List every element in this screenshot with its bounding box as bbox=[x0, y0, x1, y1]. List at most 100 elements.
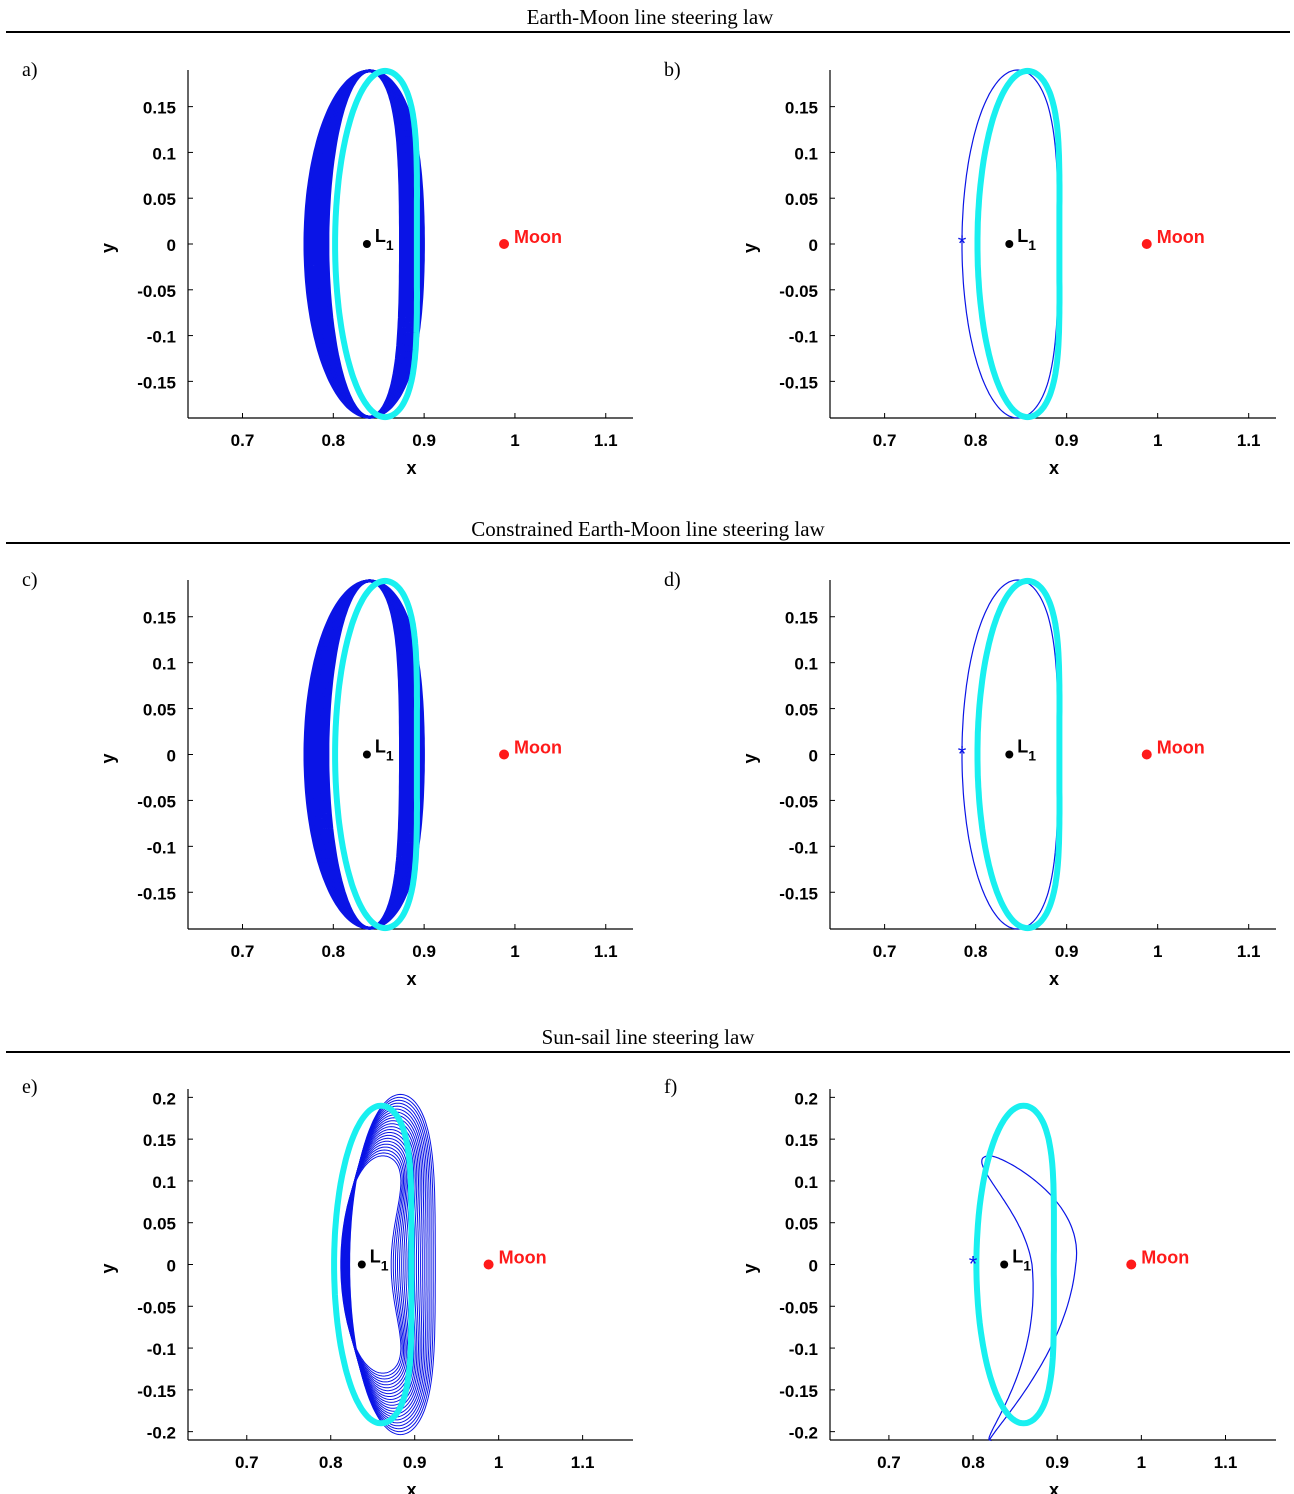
x-tick-label: 1 bbox=[494, 1453, 503, 1472]
moon-point-icon bbox=[499, 749, 510, 760]
panel-label: c) bbox=[22, 569, 38, 591]
y-tick-label: 0.15 bbox=[143, 99, 176, 118]
x-tick-label: 0.8 bbox=[321, 942, 345, 961]
y-tick-label: 0 bbox=[809, 747, 818, 766]
l1-label: L1 bbox=[375, 226, 394, 253]
l1-point-icon bbox=[362, 240, 371, 248]
moon-label: Moon bbox=[1157, 738, 1205, 758]
x-tick-label: 0.7 bbox=[231, 942, 255, 961]
x-axis-label: x bbox=[1049, 969, 1059, 989]
orbit-trajectory bbox=[961, 69, 1060, 419]
x-axis-label: x bbox=[1049, 1480, 1059, 1494]
x-tick-label: 0.7 bbox=[873, 431, 897, 450]
y-tick-label: 0.05 bbox=[143, 701, 176, 720]
x-tick-label: 1.1 bbox=[594, 942, 618, 961]
l1-label: L1 bbox=[370, 1247, 389, 1274]
moon-label: Moon bbox=[499, 1248, 547, 1268]
x-tick-label: 0.9 bbox=[1055, 942, 1079, 961]
l1-label: L1 bbox=[1017, 226, 1036, 253]
l1-subscript: 1 bbox=[1028, 237, 1036, 253]
moon-point-icon bbox=[483, 1259, 494, 1270]
x-axis-label: x bbox=[406, 1480, 416, 1494]
panel-label: b) bbox=[664, 59, 681, 81]
y-tick-label: 0.15 bbox=[143, 1131, 176, 1150]
y-tick-label: -0.05 bbox=[779, 1298, 818, 1317]
y-tick-label: -0.2 bbox=[147, 1424, 176, 1443]
y-tick-label: 0.05 bbox=[785, 1215, 818, 1234]
y-tick-label: -0.05 bbox=[779, 282, 818, 301]
y-tick-label: 0.05 bbox=[143, 190, 176, 209]
section-title-2: Constrained Earth-Moon line steering law bbox=[471, 517, 825, 541]
chart-panel-4: d) 0.15 0.1 0.05 0 -0.05 -0.1 -0.15 0.7 0.8 0.9 1 1.… bbox=[664, 569, 1276, 989]
y-tick-label: -0.15 bbox=[779, 884, 818, 903]
y-tick-label: -0.05 bbox=[137, 792, 176, 811]
x-tick-label: 0.7 bbox=[231, 431, 255, 450]
panel-label: a) bbox=[22, 59, 38, 81]
y-tick-label: -0.1 bbox=[789, 1340, 818, 1359]
y-tick-label: 0.15 bbox=[785, 1131, 818, 1150]
reference-orbit bbox=[332, 577, 420, 932]
y-tick-label: 0.15 bbox=[785, 609, 818, 628]
orbit-trajectory bbox=[303, 69, 425, 419]
moon-label: Moon bbox=[514, 738, 562, 758]
l1-subscript: 1 bbox=[386, 237, 394, 253]
x-tick-label: 0.7 bbox=[873, 942, 897, 961]
x-tick-label: 1.1 bbox=[594, 431, 618, 450]
section-title-3: Sun-sail line steering law bbox=[542, 1025, 756, 1049]
y-tick-label: 0.2 bbox=[794, 1089, 818, 1108]
y-tick-label: -0.05 bbox=[137, 282, 176, 301]
x-tick-label: 0.9 bbox=[1055, 431, 1079, 450]
y-tick-label: -0.15 bbox=[137, 373, 176, 392]
x-tick-label: 0.7 bbox=[235, 1453, 259, 1472]
l1-subscript: 1 bbox=[386, 748, 394, 764]
l1-point-icon bbox=[357, 1260, 366, 1269]
y-tick-label: 0 bbox=[167, 1257, 176, 1276]
y-tick-label: 0 bbox=[167, 747, 176, 766]
reference-orbit bbox=[973, 1102, 1057, 1427]
y-tick-label: -0.05 bbox=[779, 792, 818, 811]
l1-point-icon bbox=[1000, 1260, 1009, 1269]
moon-point-icon bbox=[1141, 239, 1152, 249]
x-tick-label: 1.1 bbox=[1237, 431, 1261, 450]
y-tick-label: -0.15 bbox=[779, 1382, 818, 1401]
x-tick-label: 1.1 bbox=[1214, 1453, 1238, 1472]
y-tick-label: 0.1 bbox=[152, 144, 176, 163]
x-tick-label: 0.9 bbox=[412, 942, 436, 961]
panel-label: f) bbox=[664, 1076, 677, 1098]
x-tick-label: 1 bbox=[1137, 1453, 1146, 1472]
x-axis-label: x bbox=[406, 969, 416, 989]
x-tick-label: 1 bbox=[510, 431, 519, 450]
y-tick-label: 0.05 bbox=[785, 190, 818, 209]
y-axis-label: y bbox=[98, 1263, 118, 1273]
x-tick-label: 1 bbox=[1153, 942, 1162, 961]
y-tick-label: -0.15 bbox=[779, 373, 818, 392]
chart-panel-6: f) 0.2 0.15 0.1 0.05 0 -0.05 -0.1 -0.15 -0.2 0.7 0.… bbox=[664, 1076, 1276, 1494]
l1-point-icon bbox=[362, 750, 371, 759]
y-tick-label: 0.05 bbox=[785, 701, 818, 720]
y-tick-label: -0.05 bbox=[137, 1298, 176, 1317]
l1-subscript: 1 bbox=[381, 1258, 389, 1274]
y-tick-label: -0.1 bbox=[789, 838, 818, 857]
y-axis-label: y bbox=[740, 1263, 760, 1273]
start-marker-icon: * bbox=[958, 742, 967, 767]
y-tick-label: 0 bbox=[167, 236, 176, 255]
y-tick-label: -0.2 bbox=[789, 1424, 818, 1443]
y-tick-label: -0.15 bbox=[137, 1382, 176, 1401]
y-tick-label: 0.2 bbox=[152, 1089, 176, 1108]
orbit-trajectory bbox=[303, 579, 425, 930]
panel-label: d) bbox=[664, 569, 681, 591]
y-tick-label: 0.05 bbox=[143, 1215, 176, 1234]
x-tick-label: 0.9 bbox=[412, 431, 436, 450]
y-axis-label: y bbox=[740, 243, 760, 253]
y-tick-label: -0.1 bbox=[147, 1340, 176, 1359]
x-tick-label: 0.7 bbox=[877, 1453, 901, 1472]
chart-panel-2: b) 0.15 0.1 0.05 0 -0.05 -0.1 -0.15 0.7 0.8 0.9 1 1.… bbox=[664, 59, 1276, 478]
y-tick-label: -0.15 bbox=[137, 884, 176, 903]
y-axis-label: y bbox=[740, 753, 760, 763]
reference-orbit bbox=[974, 577, 1063, 932]
y-tick-label: 0.1 bbox=[152, 1173, 176, 1192]
y-axis-label: y bbox=[98, 753, 118, 763]
x-tick-label: 0.9 bbox=[403, 1453, 427, 1472]
x-tick-label: 1 bbox=[510, 942, 519, 961]
